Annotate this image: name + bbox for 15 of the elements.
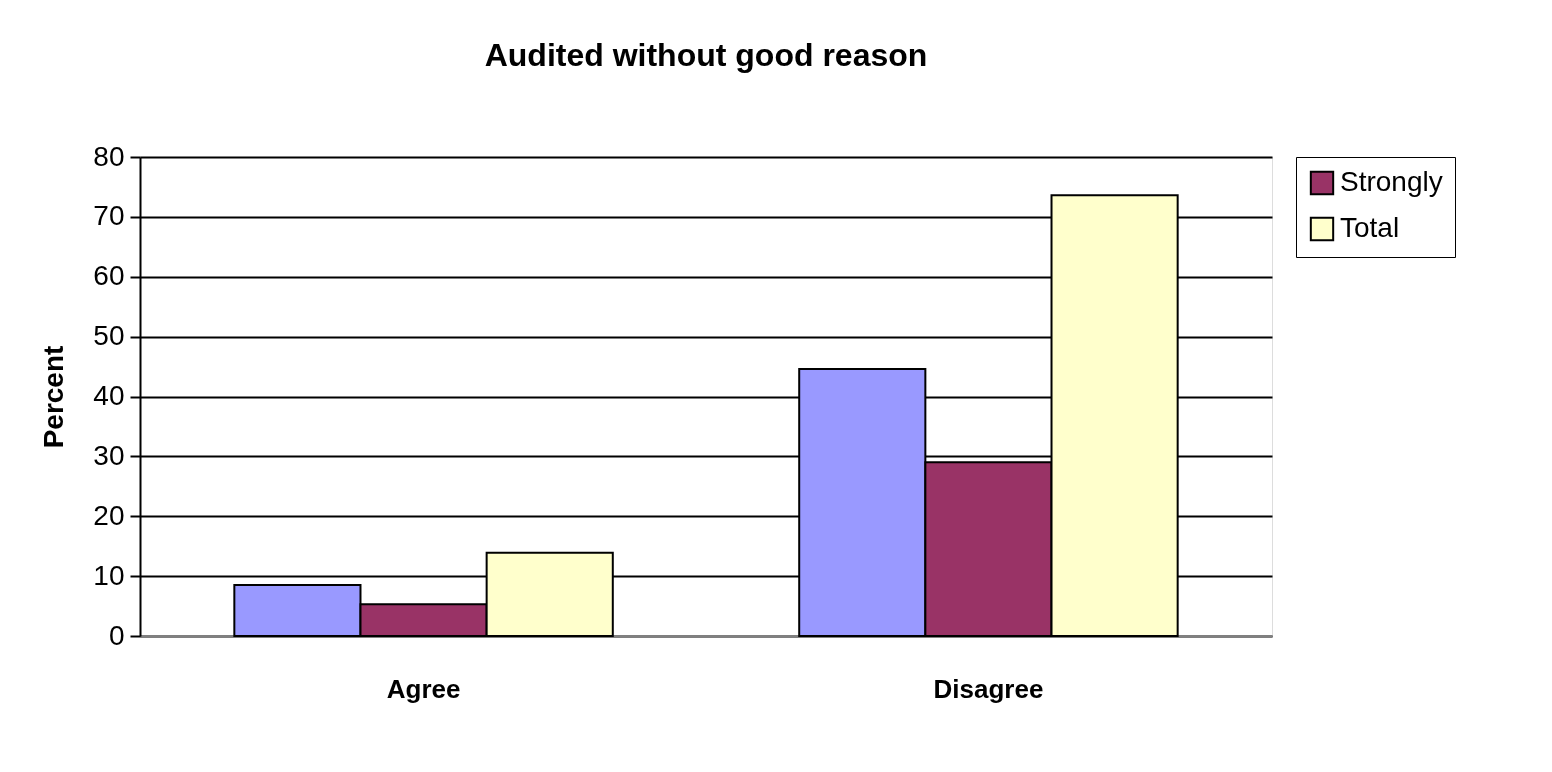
y-tick-label: 80 bbox=[93, 140, 125, 172]
y-tick-label: 40 bbox=[93, 380, 125, 411]
y-tick-label: 0 bbox=[108, 619, 125, 651]
y-tick-label: 10 bbox=[93, 559, 125, 591]
legend-label: Strongly bbox=[1340, 166, 1443, 197]
x-tick-label: Disagree bbox=[933, 673, 1044, 704]
y-tick-label: 70 bbox=[93, 200, 125, 232]
legend-label: Total bbox=[1340, 212, 1400, 243]
chart-title: Audited without good reason bbox=[484, 37, 928, 73]
y-tick-label: 60 bbox=[93, 260, 125, 292]
y-tick-label: 20 bbox=[93, 499, 125, 531]
x-tick-label: Agree bbox=[386, 673, 461, 704]
y-axis-title: Percent bbox=[38, 345, 70, 449]
y-tick-label: 30 bbox=[93, 439, 125, 471]
y-tick-label: 50 bbox=[93, 320, 125, 352]
